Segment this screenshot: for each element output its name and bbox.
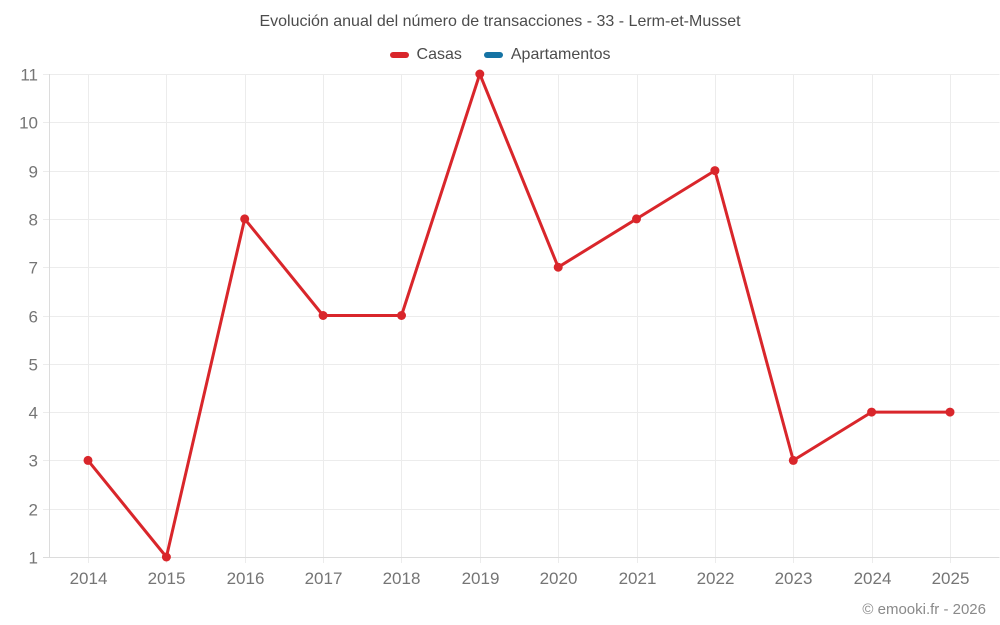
chart-title: Evolución anual del número de transaccio…: [259, 13, 741, 30]
x-tick-label: 2022: [697, 569, 735, 588]
data-point-casas[interactable]: [83, 455, 93, 465]
x-tick-label: 2024: [854, 569, 892, 588]
y-tick-label: 5: [29, 356, 38, 375]
data-point-casas[interactable]: [632, 214, 641, 224]
x-tick-label: 2019: [462, 569, 500, 588]
data-point-casas[interactable]: [788, 455, 798, 465]
data-point-casas[interactable]: [945, 407, 955, 417]
data-point-casas[interactable]: [318, 311, 328, 320]
x-tick-label: 2014: [70, 569, 108, 588]
series-line-casas: [86, 72, 952, 559]
x-tick-label: 2020: [540, 569, 578, 588]
data-point-casas[interactable]: [475, 69, 485, 79]
y-tick-label: 2: [29, 501, 38, 520]
y-tick-label: 8: [29, 211, 38, 230]
data-point-casas[interactable]: [867, 407, 877, 417]
x-tick-label: 2018: [383, 569, 421, 588]
x-tick-label: 2023: [775, 569, 813, 588]
y-tick-label: 6: [29, 308, 38, 327]
legend-swatch-icon: [389, 52, 409, 58]
x-tick-label: 2021: [619, 569, 657, 588]
x-tick-label: 2015: [148, 569, 186, 588]
y-tick-label: 4: [29, 404, 38, 423]
data-point-casas[interactable]: [553, 262, 563, 272]
x-tick-label: 2025: [932, 569, 970, 588]
legend-item-apartamentos[interactable]: Apartamentos: [483, 46, 611, 64]
y-tick-label: 1: [29, 549, 38, 568]
y-tick-label: 11: [20, 66, 38, 85]
y-tick-label: 9: [29, 163, 38, 182]
data-point-casas[interactable]: [240, 214, 250, 224]
legend-label: Apartamentos: [510, 46, 611, 63]
chart-legend: Casas Apartamentos: [0, 46, 1000, 64]
data-point-casas[interactable]: [161, 552, 171, 562]
legend-swatch-icon: [483, 52, 503, 58]
legend-item-casas[interactable]: Casas: [389, 46, 462, 64]
data-point-casas[interactable]: [710, 166, 720, 176]
x-tick-label: 2016: [227, 569, 265, 588]
y-tick-label: 3: [29, 452, 38, 471]
copyright-credit: © emooki.fr - 2026: [862, 601, 986, 618]
y-tick-label: 7: [29, 259, 38, 278]
legend-label: Casas: [416, 46, 462, 63]
y-tick-label: 10: [19, 114, 38, 133]
x-tick-label: 2017: [305, 569, 343, 588]
data-point-casas[interactable]: [397, 311, 406, 320]
